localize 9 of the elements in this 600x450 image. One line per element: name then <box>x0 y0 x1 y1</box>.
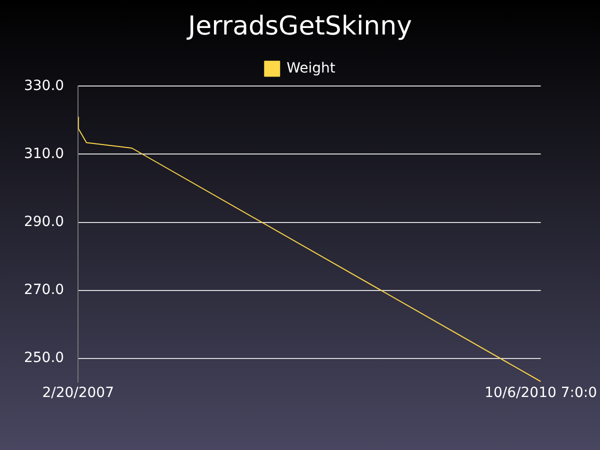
chart-title: JerradsGetSkinny <box>186 11 412 42</box>
x-tick-label: 2/20/2007 <box>42 385 114 402</box>
x-tick-label: 10/6/2010 7:0:0 <box>484 385 597 402</box>
y-tick-label: 330.0 <box>24 78 64 94</box>
y-tick-label: 310.0 <box>24 146 64 162</box>
legend-label: Weight <box>286 60 336 76</box>
y-tick-label: 270.0 <box>24 282 64 298</box>
y-tick-label: 250.0 <box>24 350 64 366</box>
y-tick-label: 290.0 <box>24 214 64 230</box>
